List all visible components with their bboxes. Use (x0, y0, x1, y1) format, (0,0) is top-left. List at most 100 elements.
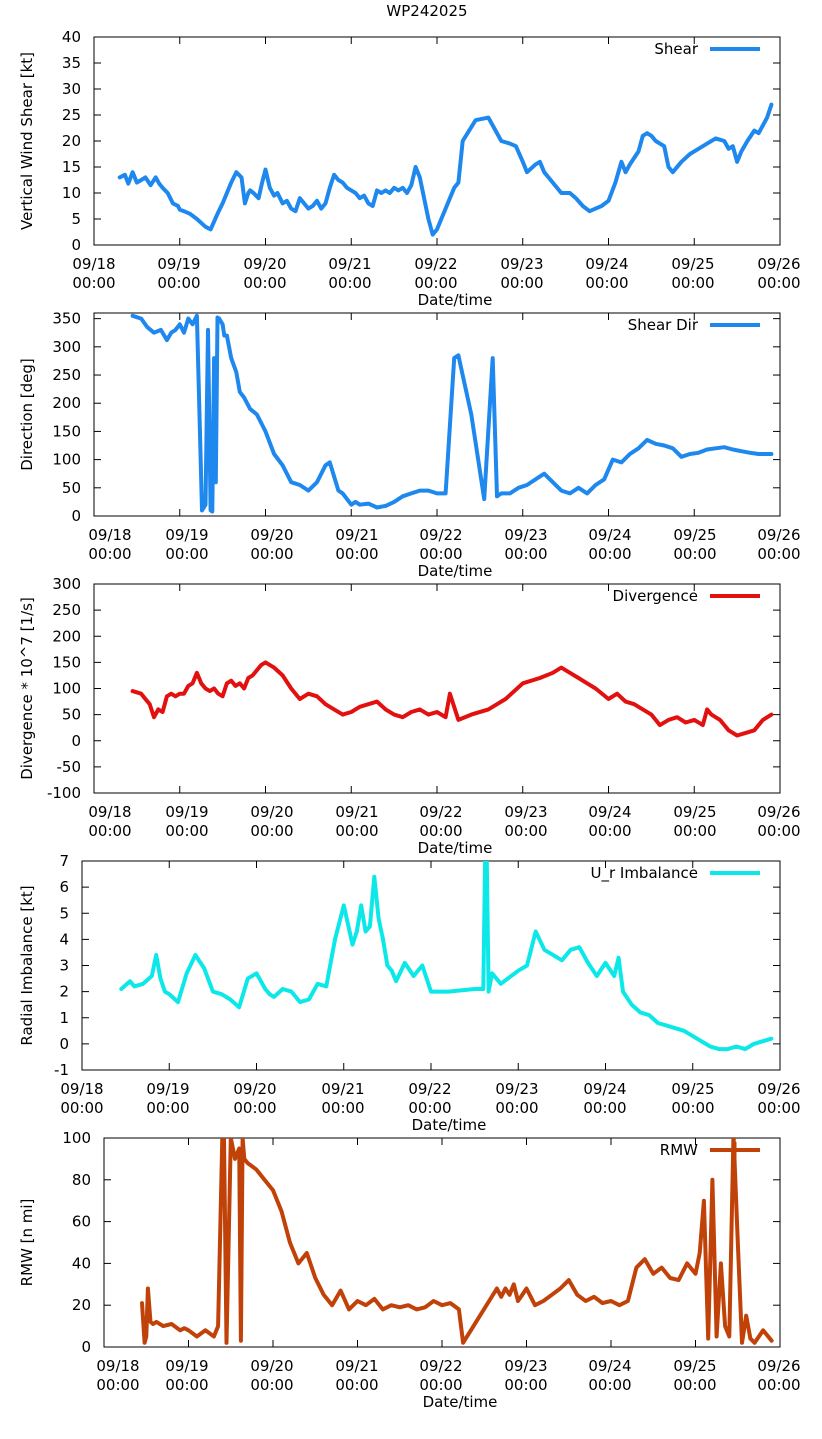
y-tick-label: 5 (71, 210, 81, 228)
y-tick-label: 4 (59, 930, 69, 948)
x-tick-date: 09/23 (504, 526, 547, 544)
y-tick-label: 60 (72, 1213, 91, 1231)
y-tick-label: 15 (62, 158, 81, 176)
x-tick-date: 09/19 (157, 255, 200, 273)
x-tick-time: 00:00 (419, 1376, 462, 1394)
x-axis-label: Date/time (418, 291, 493, 309)
y-tick-label: 5 (59, 904, 69, 922)
x-tick-label: 09/20 00:00 (243, 255, 286, 292)
x-tick-time: 00:00 (588, 1376, 631, 1394)
x-tick-label: 09/23 00:00 (504, 1357, 547, 1394)
y-axis-label: Divergence * 10^7 [1/s] (18, 597, 36, 780)
x-tick-label: 09/19 00:00 (165, 526, 208, 563)
legend-label: Shear Dir (628, 316, 699, 334)
x-tick-label: 09/26 00:00 (757, 255, 800, 292)
y-tick-label: -1 (54, 1061, 69, 1079)
x-tick-label: 09/18 00:00 (88, 803, 131, 840)
x-tick-date: 09/26 (757, 526, 800, 544)
x-tick-time: 00:00 (504, 822, 547, 840)
x-tick-date: 09/20 (250, 803, 293, 821)
x-tick-time: 00:00 (328, 274, 371, 292)
x-tick-label: 09/21 00:00 (335, 1357, 378, 1394)
x-tick-label: 09/24 00:00 (583, 1080, 626, 1117)
x-tick-label: 09/21 00:00 (335, 803, 378, 840)
x-tick-date: 09/25 (673, 1357, 716, 1375)
x-tick-label: 09/18 00:00 (96, 1357, 139, 1394)
x-tick-label: 09/23 00:00 (504, 803, 547, 840)
x-tick-date: 09/20 (243, 255, 286, 273)
x-tick-label: 09/22 00:00 (419, 803, 462, 840)
x-tick-date: 09/24 (588, 1357, 631, 1375)
x-tick-time: 00:00 (583, 1099, 626, 1117)
x-tick-time: 00:00 (757, 274, 800, 292)
x-tick-label: 09/23 00:00 (500, 255, 543, 292)
x-axis-label: Date/time (418, 839, 493, 857)
x-tick-date: 09/24 (583, 1080, 626, 1098)
x-tick-date: 09/23 (504, 803, 547, 821)
x-tick-label: 09/24 00:00 (588, 1357, 631, 1394)
x-tick-time: 00:00 (495, 1099, 538, 1117)
series-line-shear (117, 102, 774, 237)
x-tick-label: 09/24 00:00 (588, 526, 631, 563)
x-tick-date: 09/26 (757, 803, 800, 821)
x-axis-label: Date/time (418, 562, 493, 580)
figure-title: WP242025 (386, 2, 467, 20)
x-tick-time: 00:00 (335, 822, 378, 840)
x-tick-time: 00:00 (504, 1376, 547, 1394)
x-tick-time: 00:00 (165, 545, 208, 563)
x-tick-label: 09/26 00:00 (757, 1357, 800, 1394)
x-tick-date: 09/19 (165, 1357, 208, 1375)
x-tick-label: 09/26 00:00 (757, 1080, 800, 1117)
y-tick-label: 7 (59, 852, 69, 870)
x-tick-label: 09/23 00:00 (504, 526, 547, 563)
x-tick-date: 09/23 (500, 255, 543, 273)
y-tick-label: 0 (71, 732, 81, 750)
x-tick-time: 00:00 (335, 545, 378, 563)
x-tick-time: 00:00 (96, 1376, 139, 1394)
y-tick-label: 350 (52, 310, 81, 328)
x-tick-date: 09/25 (671, 1080, 714, 1098)
x-tick-date: 09/19 (165, 803, 208, 821)
x-tick-time: 00:00 (414, 274, 457, 292)
x-tick-time: 00:00 (250, 545, 293, 563)
x-tick-date: 09/24 (585, 255, 628, 273)
x-tick-time: 00:00 (321, 1099, 364, 1117)
x-axis-label: Date/time (412, 1116, 487, 1134)
x-tick-date: 09/26 (757, 255, 800, 273)
y-axis-label: Radial Imbalance [kt] (18, 885, 36, 1045)
y-tick-label: 80 (72, 1171, 91, 1189)
x-tick-time: 00:00 (757, 545, 800, 563)
x-tick-date: 09/22 (419, 526, 462, 544)
x-tick-date: 09/24 (588, 526, 631, 544)
x-tick-date: 09/23 (495, 1080, 538, 1098)
x-tick-label: 09/18 00:00 (88, 526, 131, 563)
x-tick-label: 09/20 00:00 (250, 1357, 293, 1394)
y-tick-label: 300 (52, 575, 81, 593)
y-tick-label: 0 (71, 507, 81, 525)
x-tick-time: 00:00 (673, 822, 716, 840)
y-tick-label: 50 (62, 706, 81, 724)
x-axis-label: Date/time (423, 1393, 498, 1411)
x-tick-label: 09/22 00:00 (414, 255, 457, 292)
y-tick-label: 250 (52, 601, 81, 619)
x-tick-date: 09/18 (72, 255, 115, 273)
x-tick-label: 09/25 00:00 (671, 1080, 714, 1117)
x-tick-date: 09/22 (414, 255, 457, 273)
x-tick-date: 09/19 (165, 526, 208, 544)
y-tick-label: 250 (52, 366, 81, 384)
x-tick-time: 00:00 (588, 822, 631, 840)
x-tick-time: 00:00 (671, 274, 714, 292)
y-tick-label: 40 (62, 28, 81, 46)
y-tick-label: 100 (52, 451, 81, 469)
x-tick-date: 09/20 (233, 1080, 276, 1098)
y-tick-label: 20 (72, 1296, 91, 1314)
x-tick-time: 00:00 (757, 1099, 800, 1117)
legend-label: Divergence (613, 587, 698, 605)
x-tick-label: 09/20 00:00 (250, 803, 293, 840)
series-line-u-r-imbalance (119, 861, 774, 1052)
x-tick-time: 00:00 (165, 1376, 208, 1394)
y-tick-label: 150 (52, 422, 81, 440)
